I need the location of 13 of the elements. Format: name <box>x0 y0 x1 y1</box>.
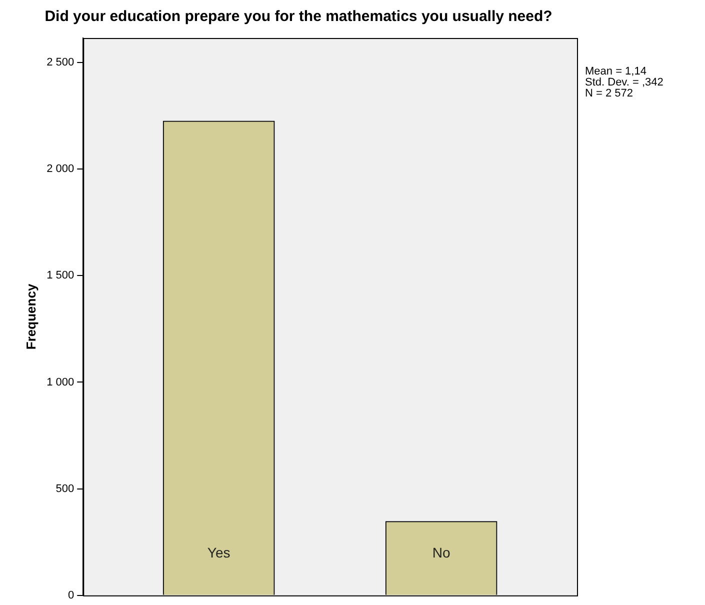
x-tick-label: Yes <box>207 544 230 560</box>
text: Mean = 1,14 <box>585 66 646 78</box>
text: N = 2 572 <box>585 88 634 100</box>
y-tick-label: 2 000 <box>46 163 74 176</box>
y-tick-label: 0 <box>68 589 74 602</box>
text: Std. Dev. = ,342 <box>585 76 664 89</box>
y-tick-label: 1 000 <box>46 376 74 388</box>
y-axis-title: Frequency <box>23 283 38 350</box>
y-tick-label: 500 <box>56 482 74 495</box>
y-tick-label: 1 500 <box>46 270 74 282</box>
y-tick-label: 2 500 <box>46 56 74 69</box>
chart-title: Did your education prepare you for the mathematics you usually need? <box>44 8 552 26</box>
x-tick-label: No <box>432 544 450 560</box>
